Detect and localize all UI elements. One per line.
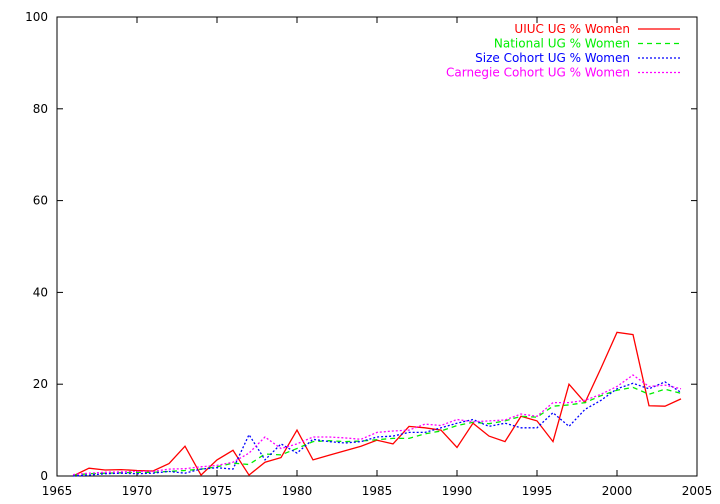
series-line-3 — [72, 381, 682, 477]
y-tick-label: 40 — [33, 285, 48, 299]
y-tick-label: 20 — [33, 377, 48, 391]
x-tick-label: 1980 — [282, 484, 313, 498]
y-tick-label: 60 — [33, 194, 48, 208]
legend-label: Carnegie Cohort UG % Women — [446, 66, 630, 80]
y-axis: 0 20 40 60 80 100 — [25, 10, 697, 483]
legend-label: Size Cohort UG % Women — [475, 51, 630, 65]
x-tick-label: 2005 — [682, 484, 713, 498]
x-tick-label: 1990 — [442, 484, 473, 498]
y-tick-label: 0 — [40, 469, 48, 483]
series-line-1 — [72, 331, 682, 477]
legend-label: UIUC UG % Women — [514, 22, 630, 36]
y-tick-label: 80 — [33, 102, 48, 116]
x-tick-label: 1970 — [122, 484, 153, 498]
plot-border — [56, 16, 698, 477]
x-tick-label: 2000 — [602, 484, 633, 498]
x-tick-label: 1975 — [202, 484, 233, 498]
x-axis: 1965 1970 1975 1980 1985 1990 1995 2000 2005 — [42, 17, 713, 498]
x-tick-label: 1965 — [42, 484, 73, 498]
legend-label: National UG % Women — [494, 37, 630, 51]
series-lines — [72, 331, 682, 477]
series-line-4 — [72, 374, 682, 476]
x-tick-label: 1995 — [522, 484, 553, 498]
y-tick-label: 100 — [25, 10, 48, 24]
plot-frame — [56, 16, 698, 477]
series-line-2 — [72, 386, 682, 476]
x-tick-label: 1985 — [362, 484, 393, 498]
